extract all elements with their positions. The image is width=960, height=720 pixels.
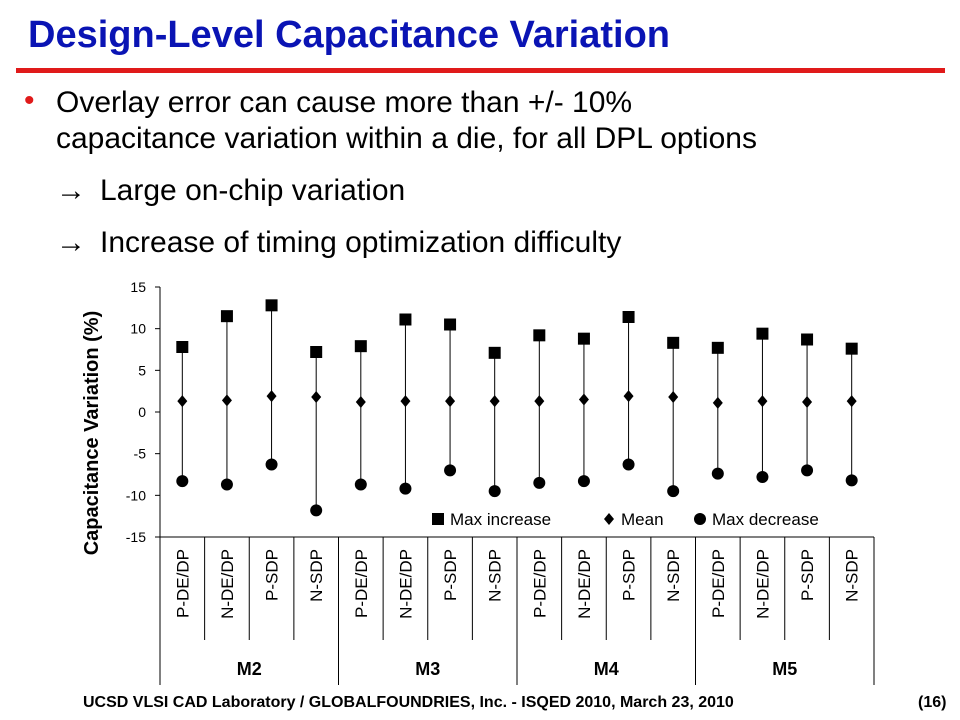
group-label: M4 xyxy=(594,659,619,679)
max-increase-point xyxy=(220,310,233,323)
mean-point xyxy=(400,395,411,408)
max-increase-point xyxy=(801,333,814,346)
sub-bullet-1-text: Large on-chip variation xyxy=(100,174,406,207)
x-tick-label: N-DE/DP xyxy=(753,549,772,619)
max-decrease-point xyxy=(756,471,769,483)
mean-point xyxy=(355,396,366,408)
y-axis-label: Capacitance Variation (%) xyxy=(81,311,103,556)
x-tick-label: P-SDP xyxy=(263,549,282,601)
mean-point xyxy=(534,395,545,408)
footer-credit: UCSD VLSI CAD Laboratory / GLOBALFOUNDRI… xyxy=(83,694,734,711)
title-divider xyxy=(16,68,945,73)
max-increase-point xyxy=(310,346,323,358)
max-increase-point xyxy=(354,340,367,353)
legend-label: Max decrease xyxy=(712,510,819,529)
sub-bullet-1: → Large on-chip variation xyxy=(56,174,405,208)
mean-point xyxy=(221,394,232,407)
x-tick-label: N-SDP xyxy=(664,549,683,602)
max-decrease-point xyxy=(488,485,501,498)
bullet-line-1: Overlay error can cause more than +/- 10… xyxy=(56,86,633,119)
y-tick-label: -5 xyxy=(134,446,147,462)
x-tick-label: N-DE/DP xyxy=(218,549,237,619)
sub-bullet-2-text: Increase of timing optimization difficul… xyxy=(100,226,622,259)
max-decrease-point xyxy=(622,458,635,471)
x-tick-label: P-SDP xyxy=(620,549,639,601)
max-increase-point xyxy=(533,329,546,342)
chart-axes: 15 10 5 0 -5 -10 -15 Capacitance Variation (%) P… xyxy=(81,279,875,685)
max-decrease-point xyxy=(310,504,323,517)
x-tick-label: P-SDP xyxy=(798,549,817,601)
legend-marker xyxy=(604,513,614,525)
max-decrease-point xyxy=(265,458,278,471)
y-tick-label: -10 xyxy=(126,487,146,503)
mean-point xyxy=(712,396,723,409)
y-tick-label: 0 xyxy=(138,404,146,420)
mean-point xyxy=(623,390,634,403)
mean-point xyxy=(668,391,679,403)
mean-point xyxy=(445,395,456,408)
y-tick-label: 5 xyxy=(138,362,146,378)
max-increase-point xyxy=(176,341,189,353)
mean-point xyxy=(802,396,813,408)
x-tick-label: P-DE/DP xyxy=(352,549,371,618)
group-label: M5 xyxy=(772,659,797,679)
x-tick-label: P-DE/DP xyxy=(530,549,549,618)
max-decrease-point xyxy=(354,478,367,491)
x-tick-label: N-DE/DP xyxy=(396,549,415,619)
x-tick-label: N-SDP xyxy=(843,549,862,602)
mean-point xyxy=(757,395,768,408)
chart-legend: Max increase Mean Max decrease xyxy=(432,510,819,529)
chart-series xyxy=(176,299,858,517)
x-tick-label: P-SDP xyxy=(441,549,460,601)
max-decrease-point xyxy=(845,474,858,487)
right-arrow-icon: → xyxy=(56,226,86,259)
max-decrease-point xyxy=(399,482,412,495)
group-label: M2 xyxy=(237,659,262,679)
max-increase-point xyxy=(265,299,278,312)
max-decrease-point xyxy=(667,485,680,498)
y-tick-label: 15 xyxy=(130,279,146,295)
x-tick-label: N-SDP xyxy=(486,549,505,602)
slide-title: Design-Level Capacitance Variation xyxy=(28,14,671,56)
sub-bullet-2: → Increase of timing optimization difficu… xyxy=(56,226,621,260)
mean-point xyxy=(489,395,500,408)
max-decrease-point xyxy=(577,475,590,488)
max-increase-point xyxy=(756,327,769,340)
max-increase-point xyxy=(488,346,501,359)
max-increase-point xyxy=(444,318,457,331)
legend-label: Max increase xyxy=(450,510,551,529)
right-arrow-icon: → xyxy=(56,174,86,207)
mean-point xyxy=(578,393,589,406)
max-increase-point xyxy=(845,342,858,355)
y-tick-label: 10 xyxy=(130,321,146,337)
x-tick-label: N-SDP xyxy=(307,549,326,602)
legend-label: Mean xyxy=(621,510,664,529)
bullet-line-2: capacitance variation within a die, for … xyxy=(56,122,757,155)
max-increase-point xyxy=(622,311,635,323)
max-decrease-point xyxy=(176,475,189,488)
max-increase-point xyxy=(711,341,724,354)
max-decrease-point xyxy=(444,464,457,477)
y-tick-label: -15 xyxy=(126,529,146,545)
max-increase-point xyxy=(577,332,590,345)
max-decrease-point xyxy=(801,464,814,477)
mean-point xyxy=(177,395,188,408)
mean-point xyxy=(311,391,322,403)
legend-marker xyxy=(432,513,444,525)
x-tick-label: P-DE/DP xyxy=(173,549,192,618)
max-decrease-point xyxy=(220,478,233,491)
mean-point xyxy=(266,390,277,403)
page-number: (16) xyxy=(918,694,947,711)
max-decrease-point xyxy=(711,467,724,480)
group-label: M3 xyxy=(415,659,440,679)
mean-point xyxy=(846,395,857,408)
legend-marker xyxy=(694,513,706,525)
bullet-marker: • xyxy=(24,84,35,117)
x-tick-label: N-DE/DP xyxy=(575,549,594,619)
max-increase-point xyxy=(399,313,412,326)
max-decrease-point xyxy=(533,476,546,489)
x-tick-label: P-DE/DP xyxy=(709,549,728,618)
max-increase-point xyxy=(667,336,680,349)
